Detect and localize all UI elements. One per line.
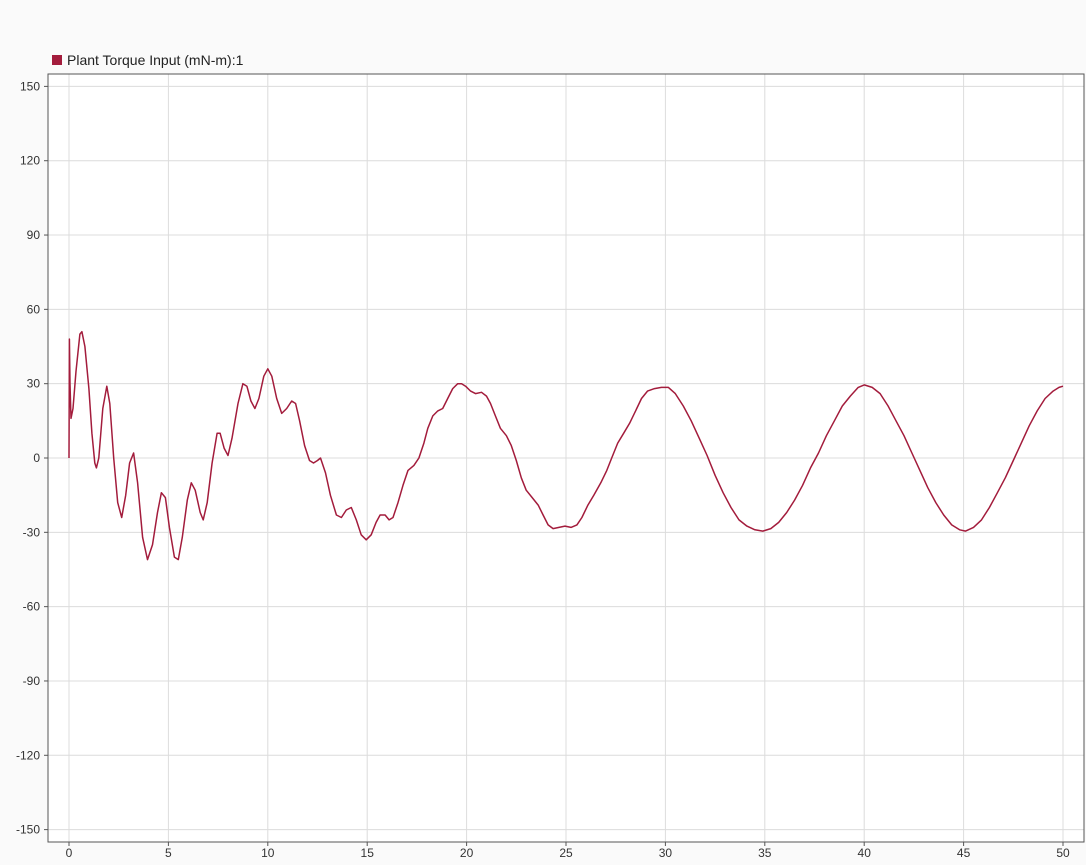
y-tick-label: -150 (16, 823, 40, 837)
y-tick-label: 30 (27, 377, 41, 391)
x-tick-label: 45 (957, 846, 971, 860)
y-tick-label: 120 (20, 154, 40, 168)
legend-swatch (52, 55, 62, 65)
x-tick-label: 10 (261, 846, 275, 860)
x-tick-label: 30 (659, 846, 673, 860)
x-tick-label: 25 (559, 846, 573, 860)
grid (48, 74, 1084, 842)
series-line (68, 330, 1064, 561)
x-tick-label: 15 (361, 846, 375, 860)
y-tick-label: 60 (27, 302, 41, 316)
y-tick-label: -60 (23, 600, 41, 614)
legend-label: Plant Torque Input (mN-m):1 (67, 52, 244, 68)
y-tick-label: 150 (20, 79, 40, 93)
legend: Plant Torque Input (mN-m):1 (52, 52, 243, 68)
x-tick-label: 40 (858, 846, 872, 860)
series-layer (68, 330, 1064, 561)
y-tick-label: 90 (27, 228, 41, 242)
y-tick-label: 0 (33, 451, 40, 465)
tick-labels: 0 5 10 15 20 25 30 35 40 45 50 150 120 90 60 30 0 -30 -60 -… (16, 79, 1070, 860)
y-tick-label: -90 (23, 674, 41, 688)
x-tick-label: 50 (1056, 846, 1070, 860)
x-tick-label: 5 (165, 846, 172, 860)
y-tick-label: -120 (16, 748, 40, 762)
x-tick-label: 35 (758, 846, 772, 860)
x-tick-label: 20 (460, 846, 474, 860)
x-tick-label: 0 (66, 846, 73, 860)
y-tick-label: -30 (23, 525, 41, 539)
